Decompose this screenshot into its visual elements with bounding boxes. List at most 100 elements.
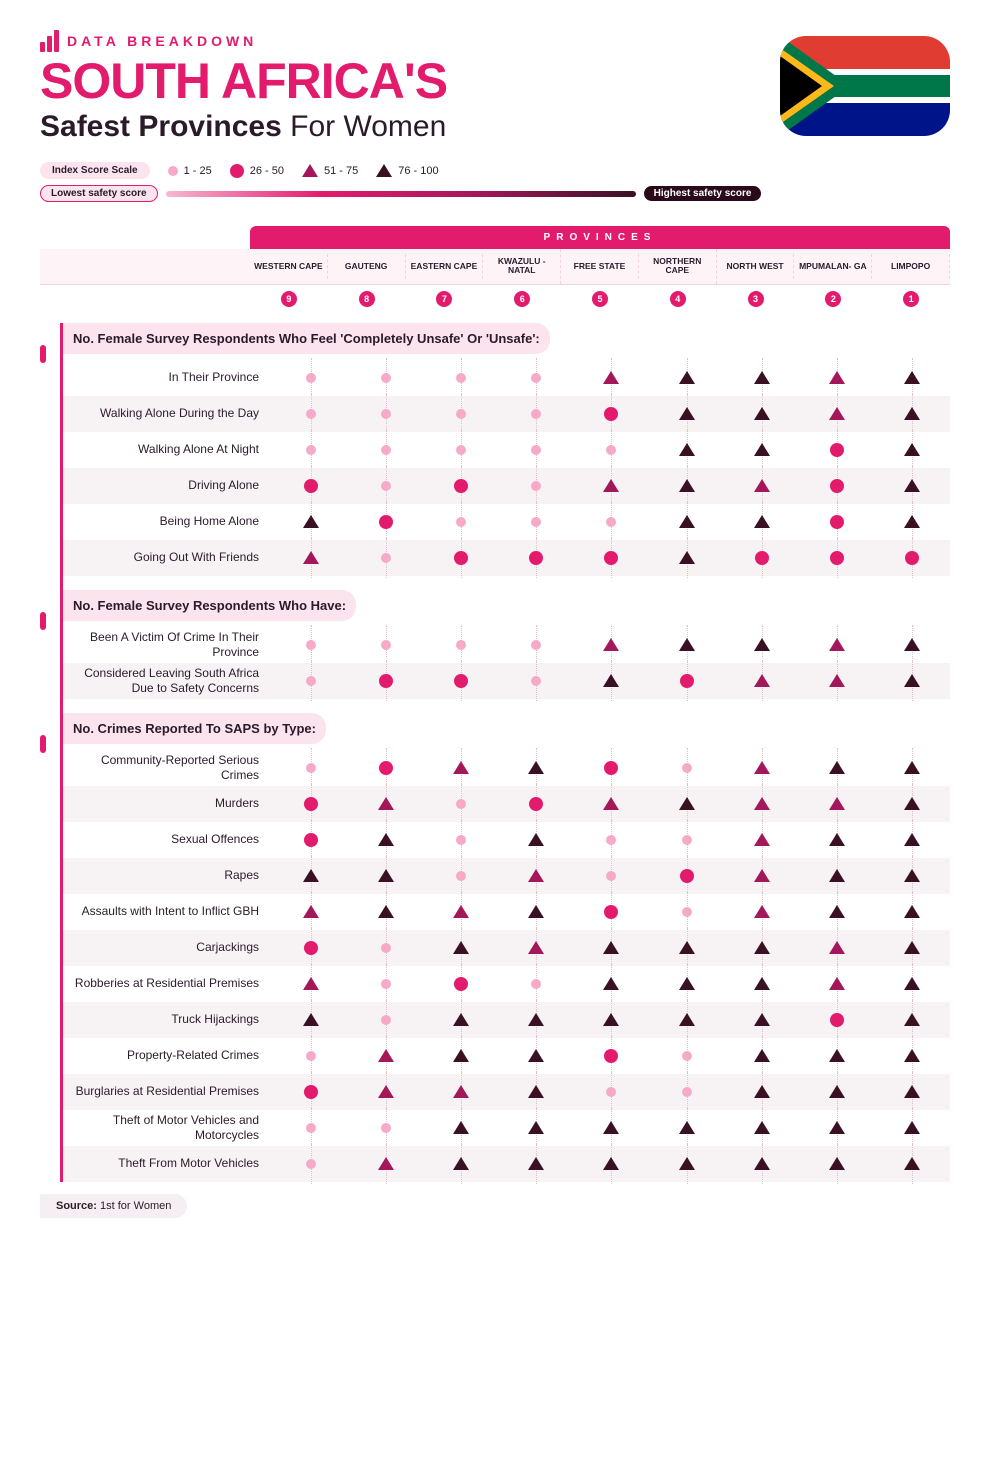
rank-badge: 9 [281,291,297,307]
scale-bar: Lowest safety score Highest safety score [40,185,950,202]
data-cell [649,360,724,396]
marker-triangle-dark-icon [528,1013,544,1026]
marker-circle-small-icon [306,445,316,455]
data-cell [800,432,875,468]
data-cell [348,1038,423,1074]
data-cell [499,663,574,699]
data-cell [800,1038,875,1074]
data-cell [574,432,649,468]
data-cell [800,360,875,396]
marker-triangle-medium-icon [754,833,770,846]
marker-triangle-medium-icon [378,1085,394,1098]
data-cell [273,1002,348,1038]
row-label: Truck Hijackings [63,1012,273,1026]
data-cell [499,1038,574,1074]
marker-triangle-dark-icon [904,1157,920,1170]
marker-triangle-dark-icon [679,797,695,810]
data-cell [875,1110,950,1146]
marker-circle-medium-icon [604,1049,618,1063]
marker-circle-small-icon [456,871,466,881]
marker-circle-small-icon [682,1051,692,1061]
scale-label-pill: Index Score Scale [40,162,150,179]
marker-triangle-medium-icon [754,479,770,492]
data-cell [574,396,649,432]
marker-triangle-dark-icon [453,1013,469,1026]
data-cell [423,966,498,1002]
marker-triangle-medium-icon [829,407,845,420]
marker-triangle-dark-icon [679,941,695,954]
data-cell [574,750,649,786]
marker-triangle-medium-icon [603,638,619,651]
marker-triangle-medium-icon [754,797,770,810]
marker-triangle-dark-icon [303,515,319,528]
marker-triangle-dark-icon [528,905,544,918]
marker-circle-small-icon [531,676,541,686]
data-row: Going Out With Friends [63,540,950,576]
data-cell [649,468,724,504]
data-cell [574,1038,649,1074]
title-main: SOUTH AFRICA'S [40,56,780,106]
data-cell [423,1002,498,1038]
marker-circle-small-icon [531,481,541,491]
marker-circle-medium-icon [379,515,393,529]
marker-triangle-dark-icon [528,1049,544,1062]
marker-circle-small-icon [606,835,616,845]
data-row: Considered Leaving South Africa Due to S… [63,663,950,699]
marker-triangle-dark-icon [528,833,544,846]
marker-circle-medium-icon [680,674,694,688]
marker-triangle-medium-icon [829,638,845,651]
row-label: Theft of Motor Vehicles and Motorcycles [63,1113,273,1142]
marker-triangle-medium-icon [829,941,845,954]
lowest-pill: Lowest safety score [40,185,158,202]
data-cell [499,858,574,894]
rank-badge: 5 [592,291,608,307]
marker-triangle-dark-icon [904,638,920,651]
marker-triangle-dark-icon [679,551,695,564]
marker-triangle-dark-icon [904,1013,920,1026]
marker-circle-medium-icon [304,797,318,811]
data-cell [348,1002,423,1038]
data-cell [875,894,950,930]
header-left: DATA BREAKDOWN SOUTH AFRICA'S Safest Pro… [40,30,780,144]
marker-triangle-medium-icon [829,977,845,990]
data-cell [649,1038,724,1074]
data-cell [724,858,799,894]
row-label: Walking Alone At Night [63,442,273,456]
data-cell [348,930,423,966]
marker-circle-small-icon [306,640,316,650]
marker-triangle-dark-icon [679,638,695,651]
rank-row: 987654321 [40,285,950,309]
column-header: WESTERN CAPE [250,254,328,279]
marker-circle-medium-icon [454,977,468,991]
marker-circle-small-icon [682,907,692,917]
data-row: Been A Victim Of Crime In Their Province [63,627,950,663]
marker-circle-medium-icon [454,674,468,688]
marker-triangle-dark-icon [904,674,920,687]
data-cell [574,822,649,858]
marker-triangle-dark-icon [904,407,920,420]
marker-circle-medium-icon [529,551,543,565]
marker-circle-small-icon [456,640,466,650]
data-cell [724,1038,799,1074]
marker-triangle-medium-icon [453,905,469,918]
marker-triangle-dark-icon [679,1157,695,1170]
data-cell [724,432,799,468]
data-cell [499,786,574,822]
data-cell [348,663,423,699]
data-row: In Their Province [63,360,950,396]
legend-bucket-3-label: 51 - 75 [324,165,358,177]
data-cell [724,966,799,1002]
data-cell [499,1074,574,1110]
data-row: Walking Alone At Night [63,432,950,468]
data-cell [273,750,348,786]
data-cell [724,1110,799,1146]
data-cell [649,930,724,966]
marker-circle-medium-icon [680,869,694,883]
provinces-header-bar: PROVINCES [250,226,950,249]
marker-triangle-dark-icon [829,905,845,918]
data-cell [574,858,649,894]
rank-badge: 4 [670,291,686,307]
marker-triangle-dark-icon [603,674,619,687]
column-header: NORTHERN CAPE [639,249,717,284]
marker-triangle-dark-icon [904,1049,920,1062]
